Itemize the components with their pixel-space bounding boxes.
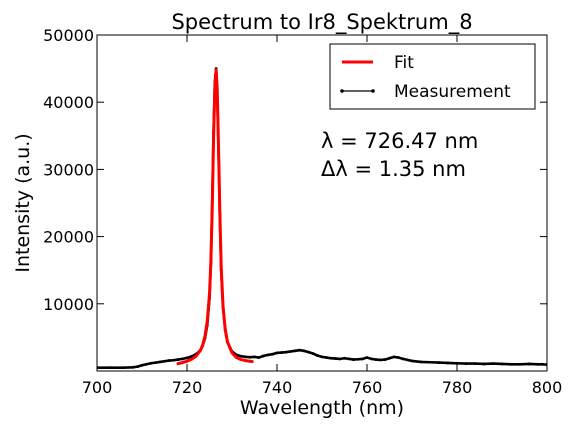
measurement-point (397, 356, 400, 359)
measurement-point (311, 352, 315, 355)
measurement-point (379, 358, 382, 362)
measurement-point (167, 359, 171, 362)
measurement-point (145, 362, 148, 366)
measurement-point (365, 356, 369, 359)
measurement-point (406, 358, 409, 362)
measurement-point (482, 362, 486, 366)
measurement-point (262, 354, 265, 358)
legend-label-measurement: Measurement (394, 82, 511, 102)
measurement-point (109, 366, 112, 370)
x-tick-label: 780 (442, 378, 473, 397)
y-tick-label: 10000 (43, 295, 94, 314)
measurement-point (302, 349, 306, 353)
measurement-point (307, 350, 310, 354)
measurement-point (329, 356, 333, 360)
measurement-point (158, 360, 162, 364)
measurement-point (257, 356, 261, 359)
measurement-point (437, 361, 441, 364)
measurement-point (176, 358, 180, 361)
x-tick-label: 740 (262, 378, 293, 397)
measurement-point (527, 362, 531, 366)
measurement-point (500, 362, 504, 366)
measurement-point (298, 348, 301, 352)
measurement-point (509, 362, 513, 366)
measurement-point (347, 357, 351, 361)
measurement-point (253, 355, 256, 359)
measurement-point (428, 360, 432, 364)
measurement-point (491, 362, 495, 366)
measurement-point (446, 361, 450, 365)
measurement-point (541, 362, 544, 366)
measurement-point (320, 355, 324, 359)
measurement-point (149, 361, 153, 365)
measurement-point (370, 357, 373, 361)
legend-frame (329, 43, 536, 110)
measurement-point (316, 354, 319, 357)
measurement-point (140, 363, 144, 367)
measurement-point (352, 358, 355, 361)
measurement-point (293, 349, 297, 353)
measurement-point (392, 355, 396, 359)
legend-marker-measurement-end (371, 89, 375, 93)
y-tick-label: 30000 (43, 160, 94, 179)
legend: Fit Measurement (329, 43, 536, 110)
x-axis: 700 720 740 760 780 800 (82, 35, 563, 397)
measurement-point (289, 350, 292, 353)
measurement-point (464, 362, 468, 366)
y-tick-label: 50000 (43, 26, 94, 45)
measurement-point (401, 357, 405, 361)
measurement-point (473, 362, 477, 366)
measurement-point (388, 356, 391, 360)
measurement-point (271, 352, 274, 356)
measurement-point (122, 366, 126, 370)
measurement-point (131, 365, 135, 369)
measurement-point (338, 357, 342, 361)
measurement-point (410, 359, 414, 363)
measurement-point (536, 362, 540, 366)
plot-area-frame (96, 34, 548, 372)
measurement-point (181, 357, 184, 361)
measurement-point (185, 356, 189, 360)
measurement-point (356, 357, 360, 361)
measurement-point (383, 358, 387, 361)
y-tick-label: 40000 (43, 93, 94, 112)
measurement-point (280, 351, 283, 354)
measurement-point (163, 359, 166, 363)
measurement-point (361, 357, 364, 361)
measurement-point (455, 361, 459, 365)
x-tick-label: 760 (352, 378, 383, 397)
x-tick-label: 800 (532, 378, 563, 397)
measurement-point (343, 356, 346, 360)
annotation-linewidth: Δλ = 1.35 nm (321, 157, 466, 181)
x-axis-label: Wavelength (nm) (240, 397, 404, 419)
measurement-point (154, 361, 157, 364)
measurement-point (172, 358, 175, 362)
y-axis-label: Intensity (a.u.) (12, 133, 34, 272)
x-tick-label: 700 (82, 378, 113, 397)
y-tick-label: 20000 (43, 228, 94, 247)
chart-title: Spectrum to Ir8_Spektrum_8 (171, 10, 472, 35)
measurement-point (284, 350, 288, 354)
measurement-point (518, 362, 522, 366)
series-line-fit (176, 68, 254, 366)
legend-marker-measurement-start (340, 89, 344, 93)
measurement-point (248, 355, 252, 359)
measurement-point (136, 365, 139, 369)
series-layer (97, 67, 547, 370)
measurement-point (244, 355, 247, 359)
measurement-point (325, 356, 328, 359)
measurement-point (334, 357, 337, 360)
measurement-point (275, 351, 279, 355)
annotation-peak-wavelength: λ = 726.47 nm (321, 129, 478, 153)
measurement-point (419, 360, 423, 364)
legend-label-fit: Fit (394, 53, 414, 73)
x-tick-label: 720 (172, 378, 203, 397)
y-axis: 10000 20000 30000 40000 50000 (43, 26, 547, 314)
measurement-point (266, 353, 270, 357)
measurement-point (374, 358, 378, 361)
measurement-point (239, 354, 243, 358)
